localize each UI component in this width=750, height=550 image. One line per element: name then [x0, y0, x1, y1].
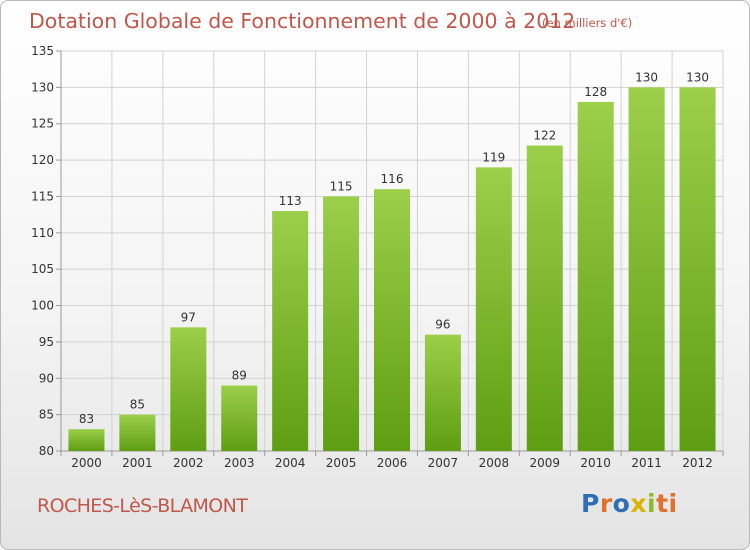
value-label-2007: 96 — [435, 318, 450, 332]
x-tick-label-2011: 2011 — [631, 456, 662, 470]
value-label-2009: 122 — [533, 129, 556, 143]
bar-2010 — [577, 101, 614, 451]
value-label-2012: 130 — [686, 70, 709, 84]
x-tick-label-2000: 2000 — [71, 456, 102, 470]
chart-title: Dotation Globale de Fonctionnement de 20… — [29, 9, 576, 33]
y-tick-label: 135 — [31, 44, 54, 58]
x-tick-label-2004: 2004 — [275, 456, 306, 470]
bar-2008 — [475, 167, 512, 451]
y-tick-label: 85 — [39, 408, 54, 422]
bar-2002 — [170, 327, 207, 451]
value-label-2000: 83 — [79, 412, 94, 426]
bar-2009 — [526, 145, 563, 451]
x-tick-label-2001: 2001 — [122, 456, 153, 470]
logo-letter: P — [581, 489, 600, 518]
y-tick-label: 130 — [31, 80, 54, 94]
x-tick-label-2005: 2005 — [326, 456, 357, 470]
y-tick-label: 110 — [31, 226, 54, 240]
y-tick-label: 90 — [39, 371, 54, 385]
value-label-2003: 89 — [232, 369, 247, 383]
logo-letter: r — [599, 489, 613, 518]
bar-2006 — [374, 189, 410, 451]
y-tick-label: 100 — [31, 299, 54, 313]
logo-letter: t — [656, 489, 669, 518]
bar-2001 — [119, 414, 156, 451]
value-label-2005: 115 — [330, 179, 353, 193]
x-tick-label-2002: 2002 — [173, 456, 204, 470]
y-tick-label: 80 — [39, 444, 54, 458]
y-tick-label: 125 — [31, 117, 54, 131]
chart-unit: (en milliers d'€) — [542, 16, 633, 30]
x-tick-label-2007: 2007 — [428, 456, 459, 470]
bar-2004 — [272, 211, 309, 451]
bar-2007 — [424, 334, 461, 451]
x-tick-label-2009: 2009 — [529, 456, 560, 470]
commune-name: ROCHES-LèS-BLAMONT — [37, 495, 248, 517]
x-tick-label-2003: 2003 — [224, 456, 255, 470]
y-tick-label: 115 — [31, 189, 54, 203]
value-label-2008: 119 — [482, 150, 505, 164]
x-tick-label-2012: 2012 — [682, 456, 713, 470]
bar-2000 — [68, 429, 105, 451]
logo-letter: i — [668, 489, 678, 518]
value-label-2010: 128 — [584, 85, 607, 99]
bar-2011 — [628, 87, 665, 451]
logo-letter: x — [630, 489, 647, 518]
x-tick-label-2006: 2006 — [377, 456, 408, 470]
value-label-2006: 116 — [381, 172, 404, 186]
value-label-2004: 113 — [279, 194, 302, 208]
value-label-2001: 85 — [130, 398, 145, 412]
bar-2005 — [323, 196, 360, 451]
y-tick-label: 105 — [31, 262, 54, 276]
value-label-2002: 97 — [181, 310, 196, 324]
logo-letter: i — [647, 489, 657, 518]
bar-2012 — [679, 87, 716, 451]
logo-letter: o — [612, 489, 631, 518]
x-tick-label-2008: 2008 — [479, 456, 510, 470]
y-tick-label: 95 — [39, 335, 54, 349]
bar-2003 — [221, 385, 258, 451]
value-label-2011: 130 — [635, 70, 658, 84]
y-tick-label: 120 — [31, 153, 54, 167]
x-tick-label-2010: 2010 — [580, 456, 611, 470]
proxiti-logo[interactable]: Proxiti — [581, 489, 678, 518]
